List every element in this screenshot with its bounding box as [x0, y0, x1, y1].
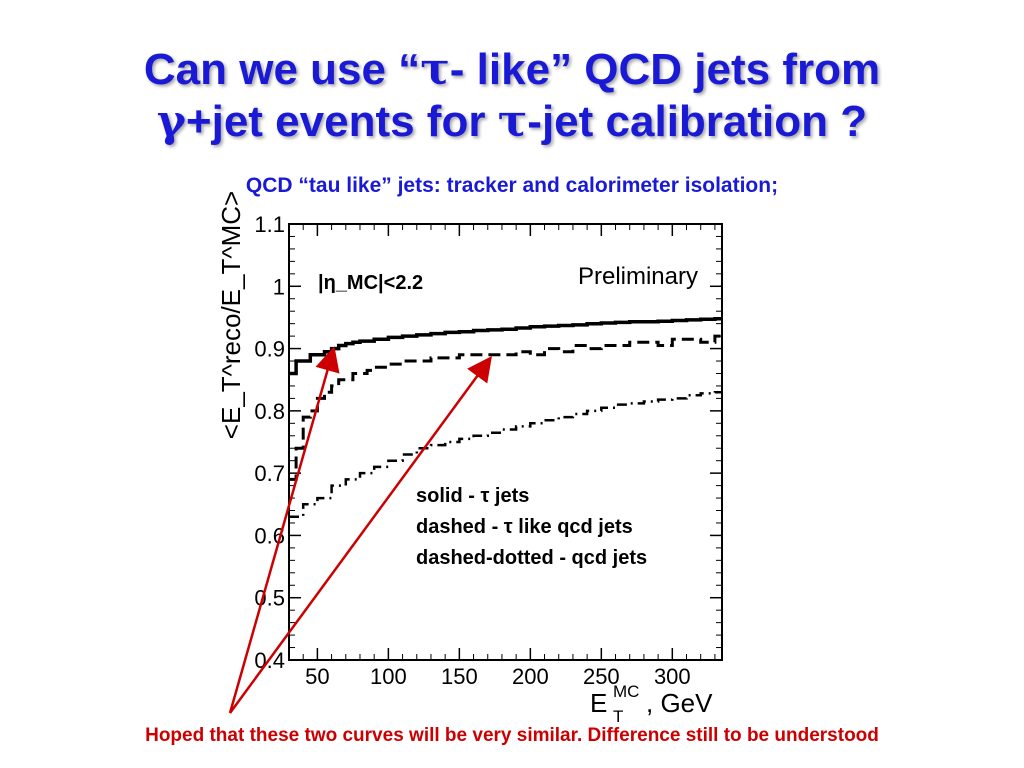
title-text-2a: +jet events for: [185, 97, 498, 146]
y-tick-label: 0.7: [254, 461, 285, 486]
slide-subtitle: QCD “tau like” jets: tracker and calorim…: [245, 174, 779, 197]
title-text-1a: Can we use “: [143, 45, 421, 94]
x-tick-label: 100: [370, 664, 407, 689]
red-arrow: [228, 355, 492, 714]
title-text-1b: - like” QCD jets from: [449, 45, 881, 94]
legend-entry: dashed-dotted - qcd jets: [416, 547, 647, 569]
x-axis-label: E: [590, 688, 607, 718]
y-tick-label: 0.9: [254, 337, 285, 362]
x-tick-label: 150: [441, 664, 478, 689]
tau-symbol: τ: [497, 96, 528, 147]
x-axis-label-unit: , GeV: [646, 688, 713, 718]
x-axis-label-sub: T: [613, 707, 623, 726]
y-axis-label: <E_T^reco/E_T^MC>: [216, 191, 246, 439]
plot-frame: [288, 223, 723, 661]
legend-entry: dashed - τ like qcd jets: [416, 516, 633, 538]
series-dashed-line: [289, 334, 722, 481]
legend-entry: solid - τ jets: [416, 485, 529, 507]
chart-labels: |η_MC|<2.2 Preliminary E MC T , GeV <E_T^reco/…: [216, 191, 713, 726]
x-axis-label-sup: MC: [613, 682, 639, 701]
slide-title: Can we use “τ- like” QCD jets from γ+jet…: [0, 44, 1024, 148]
y-tick-label: 1: [273, 274, 285, 299]
series-dashdot-line: [289, 390, 722, 518]
y-tick-label: 0.8: [254, 399, 285, 424]
red-arrow: [228, 346, 340, 714]
title-line-2: γ+jet events for τ-jet calibration ?: [0, 96, 1024, 148]
chart-frame: [288, 223, 723, 661]
annotation-arrows: [228, 346, 492, 714]
title-line-1: Can we use “τ- like” QCD jets from: [0, 44, 1024, 96]
chart-legend: solid - τ jets dashed - τ like qcd jets da…: [416, 485, 647, 569]
title-text-2b: -jet calibration ?: [527, 97, 868, 146]
tau-symbol: τ: [420, 44, 450, 95]
gamma-symbol: γ: [156, 96, 186, 147]
x-tick-label: 50: [305, 664, 329, 689]
footnote-text: Hoped that these two curves will be very…: [145, 725, 879, 746]
eta-cut-label: |η_MC|<2.2: [318, 272, 423, 294]
x-tick-label: 300: [654, 664, 691, 689]
x-tick-label: 250: [583, 664, 620, 689]
x-tick-label: 200: [512, 664, 549, 689]
preliminary-label: Preliminary: [578, 263, 698, 290]
y-tick-label: 1.1: [254, 212, 285, 237]
